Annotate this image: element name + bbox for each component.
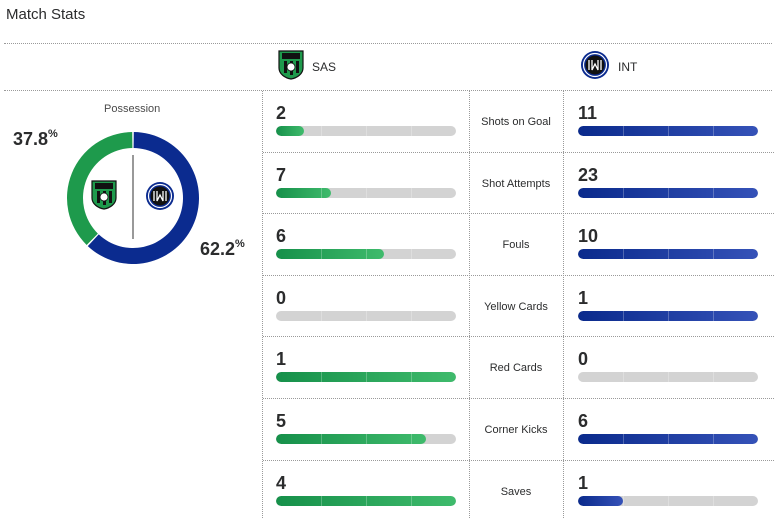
home-stat-value: 7 [276,165,287,185]
sassuolo-crest-icon [278,49,304,85]
home-team-abbr: SAS [312,60,337,74]
home-stat-value: 4 [276,473,287,493]
home-stat-bar [276,311,456,321]
home-stat-bar [276,249,456,259]
stat-row: 0 Yellow Cards 1 [262,276,774,337]
away-stat-value: 11 [578,103,598,123]
home-possession-value: 37.8% [13,128,58,149]
stat-name: Corner Kicks [484,423,548,436]
away-stat-value: 10 [578,226,599,246]
away-stat-bar-fill [578,188,758,198]
away-stat-bar [578,249,758,259]
row-divider [263,398,774,399]
home-stat-bar-fill [276,188,331,198]
stat-row: 1 Red Cards 0 [262,337,774,398]
away-team-abbr: INT [618,60,638,74]
away-possession-arc [87,132,199,264]
away-stat-bar [578,126,758,136]
home-stat-bar-fill [276,126,304,136]
away-stat-bar [578,372,758,382]
stat-row: 6 Fouls 10 [262,214,774,275]
stat-name: Yellow Cards [484,300,548,313]
away-stat-value: 1 [578,288,589,308]
row-divider [263,152,774,153]
inter-crest-icon [146,182,174,210]
away-stat-value: 6 [578,411,589,431]
away-stat-bar-fill [578,434,758,444]
home-stat-bar [276,188,456,198]
home-stat-bar-fill [276,496,456,506]
home-stat-bar [276,372,456,382]
away-stat-bar [578,434,758,444]
divider [4,43,772,44]
column-divider [563,91,564,518]
row-divider [263,275,774,276]
home-stat-value: 1 [276,349,287,369]
away-stat-bar-fill [578,496,623,506]
away-stat-bar [578,188,758,198]
home-stat-bar [276,496,456,506]
row-divider [263,336,774,337]
divider [4,90,772,91]
home-stat-bar-fill [276,372,456,382]
home-stat-value: 6 [276,226,287,246]
stat-name: Shots on Goal [481,115,551,128]
home-possession-arc [67,132,133,245]
away-stat-value: 0 [578,349,589,369]
stat-row: 2 Shots on Goal 11 [262,91,774,152]
stat-name: Saves [500,485,532,498]
away-stat-bar-fill [578,311,758,321]
away-team-header: INT [580,50,637,84]
home-stat-value: 2 [276,103,287,123]
row-divider [263,213,774,214]
sassuolo-crest-icon [91,180,117,210]
home-stat-bar-fill [276,434,426,444]
stat-name: Shot Attempts [481,177,551,190]
home-stat-bar-fill [276,249,384,259]
home-stat-bar [276,126,456,136]
away-stat-bar [578,311,758,321]
column-divider [469,91,470,518]
home-stat-bar [276,434,456,444]
stat-row: 4 Saves 1 [262,461,774,518]
home-team-header: SAS [278,49,337,85]
section-title: Match Stats [6,6,86,23]
away-stat-bar [578,496,758,506]
column-divider [262,91,263,518]
away-stat-value: 1 [578,473,589,493]
home-stat-value: 5 [276,411,287,431]
away-stat-bar-fill [578,249,758,259]
stat-name: Fouls [502,238,530,251]
possession-donut-chart [67,132,199,264]
stat-name: Red Cards [489,361,543,374]
possession-label: Possession [104,103,161,115]
stat-row: 5 Corner Kicks 6 [262,399,774,460]
away-stat-value: 23 [578,165,599,185]
away-possession-value: 62.2% [200,238,245,259]
stat-row: 7 Shot Attempts 23 [262,153,774,214]
inter-crest-icon [580,50,610,85]
away-stat-bar-fill [578,126,758,136]
row-divider [263,460,774,461]
home-stat-value: 0 [276,288,287,308]
